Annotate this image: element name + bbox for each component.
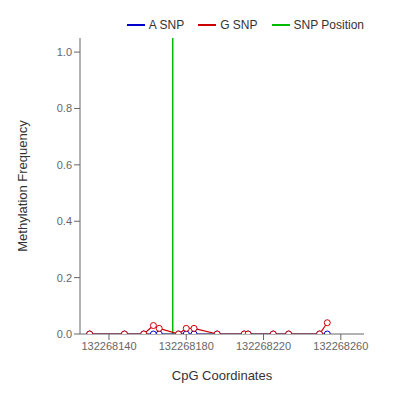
svg-text:0.0: 0.0 [57,328,72,340]
svg-text:0.6: 0.6 [57,159,72,171]
svg-text:132268220: 132268220 [236,340,291,352]
svg-text:Methylation Frequency: Methylation Frequency [15,120,30,252]
svg-text:0.2: 0.2 [57,272,72,284]
svg-text:132268140: 132268140 [81,340,136,352]
html-text:G SNP: G SNP [220,18,258,32]
svg-text:132268180: 132268180 [159,340,214,352]
svg-text:1.0: 1.0 [57,46,72,58]
svg-text:0.4: 0.4 [57,215,72,227]
svg-text:132268260: 132268260 [313,340,368,352]
svg-text:0.8: 0.8 [57,102,72,114]
html-text:A SNP: A SNP [148,18,185,32]
html-text:SNP Position: SNP Position [293,18,364,32]
svg-text:CpG Coordinates: CpG Coordinates [172,368,273,383]
